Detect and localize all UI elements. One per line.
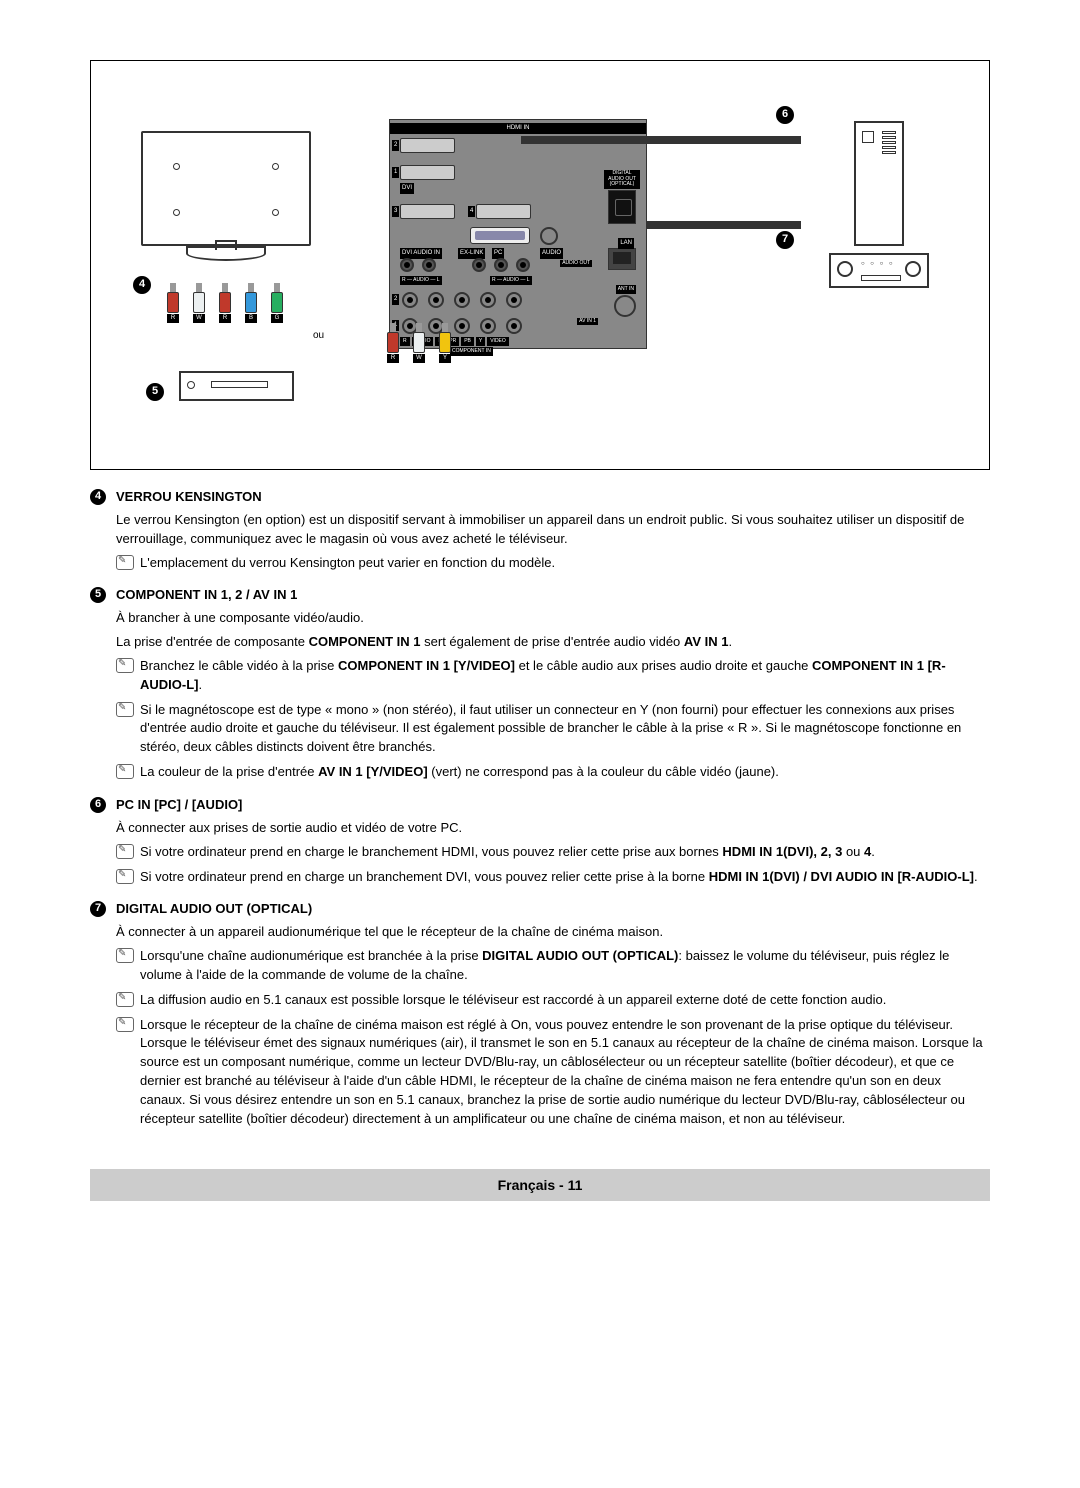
- section-5-note-1: Branchez le câble vidéo à la prise COMPO…: [116, 657, 990, 695]
- component-rca-row-2: [402, 292, 522, 308]
- component-in-label: COMPONENT IN: [450, 347, 493, 356]
- optical-label: DIGITAL AUDIO OUT (OPTICAL): [604, 170, 640, 189]
- hdmi-port-3: [400, 204, 455, 219]
- pb-label: PB: [461, 337, 474, 346]
- audio-port-label: AUDIO: [540, 248, 563, 259]
- ant-in-port: [614, 295, 636, 317]
- section-6-note-1: Si votre ordinateur prend en charge le b…: [116, 843, 990, 862]
- section-4-title: VERROU KENSINGTON: [116, 488, 262, 507]
- pc-illustration: [854, 121, 904, 246]
- comp-num-2: 2: [392, 294, 399, 305]
- section-7-title: DIGITAL AUDIO OUT (OPTICAL): [116, 900, 312, 919]
- lan-port: [608, 248, 636, 270]
- port-num-4: 4: [468, 206, 475, 217]
- rca-plugs-component: RWRBG: [166, 283, 284, 323]
- connection-diagram: 4 5 6 7 HDMI IN 2 1 DVI 3 4 DIGITAL AUDI…: [90, 60, 990, 470]
- section-7: 7 DIGITAL AUDIO OUT (OPTICAL) À connecte…: [90, 900, 990, 1128]
- y-label: Y: [476, 337, 485, 346]
- hdmi-port-2: [400, 138, 455, 153]
- port-num-1: 1: [392, 167, 399, 178]
- section-5-note-3: La couleur de la prise d'entrée AV IN 1 …: [116, 763, 990, 782]
- optical-cable: [646, 221, 801, 229]
- connector-panel: HDMI IN 2 1 DVI 3 4 DIGITAL AUDIO OUT (O…: [389, 119, 647, 349]
- port-num-3: 3: [392, 206, 399, 217]
- page-footer: Français - 11: [90, 1169, 990, 1201]
- section-6-p1: À connecter aux prises de sortie audio e…: [116, 819, 990, 838]
- callout-6: 6: [776, 106, 794, 124]
- optical-port: [608, 190, 636, 224]
- section-4-p1: Le verrou Kensington (en option) est un …: [116, 511, 990, 549]
- section-7-note-3: Lorsque le récepteur de la chaîne de cin…: [116, 1016, 990, 1129]
- section-6: 6 PC IN [PC] / [AUDIO] À connecter aux p…: [90, 796, 990, 886]
- section-5-number: 5: [90, 587, 106, 603]
- receiver-illustration: ○ ○ ○ ○: [829, 253, 929, 288]
- section-7-note-2: La diffusion audio en 5.1 canaux est pos…: [116, 991, 990, 1010]
- section-5-p1: À brancher à une composante vidéo/audio.: [116, 609, 990, 628]
- pc-vga-port: [470, 227, 530, 244]
- section-6-number: 6: [90, 797, 106, 813]
- section-5-title: COMPONENT IN 1, 2 / AV IN 1: [116, 586, 297, 605]
- lan-label: LAN: [618, 238, 634, 249]
- r-audio-l-label-2: R — AUDIO — L: [490, 276, 532, 285]
- dvd-player-illustration: [179, 371, 294, 401]
- pc-cable: [521, 136, 801, 144]
- callout-5: 5: [146, 383, 164, 401]
- audio-out-label: AUDIO OUT: [560, 260, 592, 267]
- hdmi-port-1: [400, 165, 455, 180]
- section-7-number: 7: [90, 901, 106, 917]
- tv-back-illustration: [141, 131, 311, 246]
- section-5-note-2: Si le magnétoscope est de type « mono » …: [116, 701, 990, 758]
- section-5-p2: La prise d'entrée de composante COMPONEN…: [116, 633, 990, 652]
- section-6-note-2: Si votre ordinateur prend en charge un b…: [116, 868, 990, 887]
- tv-stand: [186, 246, 266, 261]
- section-4-note-1: L'emplacement du verrou Kensington peut …: [116, 554, 990, 573]
- hdmi-in-label: HDMI IN: [390, 123, 646, 134]
- rca-plugs-av: RWY: [386, 323, 452, 363]
- dvi-label: DVI: [400, 183, 414, 194]
- av-in-1-label: AV IN 1: [577, 318, 598, 325]
- section-5: 5 COMPONENT IN 1, 2 / AV IN 1 À brancher…: [90, 586, 990, 782]
- port-num-2: 2: [392, 140, 399, 151]
- section-6-title: PC IN [PC] / [AUDIO]: [116, 796, 242, 815]
- r-audio-l-label-1: R — AUDIO — L: [400, 276, 442, 285]
- section-4-number: 4: [90, 489, 106, 505]
- callout-4: 4: [133, 276, 151, 294]
- ant-in-label: ANT IN: [616, 285, 636, 294]
- callout-7: 7: [776, 231, 794, 249]
- section-7-note-1: Lorsqu'une chaîne audionumérique est bra…: [116, 947, 990, 985]
- pc-audio-jack: [540, 227, 558, 245]
- ou-label: ou: [313, 329, 324, 344]
- video-label: VIDEO: [487, 337, 509, 346]
- audio-jack-row: [400, 258, 530, 272]
- section-7-p1: À connecter à un appareil audionumérique…: [116, 923, 990, 942]
- hdmi-port-4: [476, 204, 531, 219]
- section-4: 4 VERROU KENSINGTON Le verrou Kensington…: [90, 488, 990, 572]
